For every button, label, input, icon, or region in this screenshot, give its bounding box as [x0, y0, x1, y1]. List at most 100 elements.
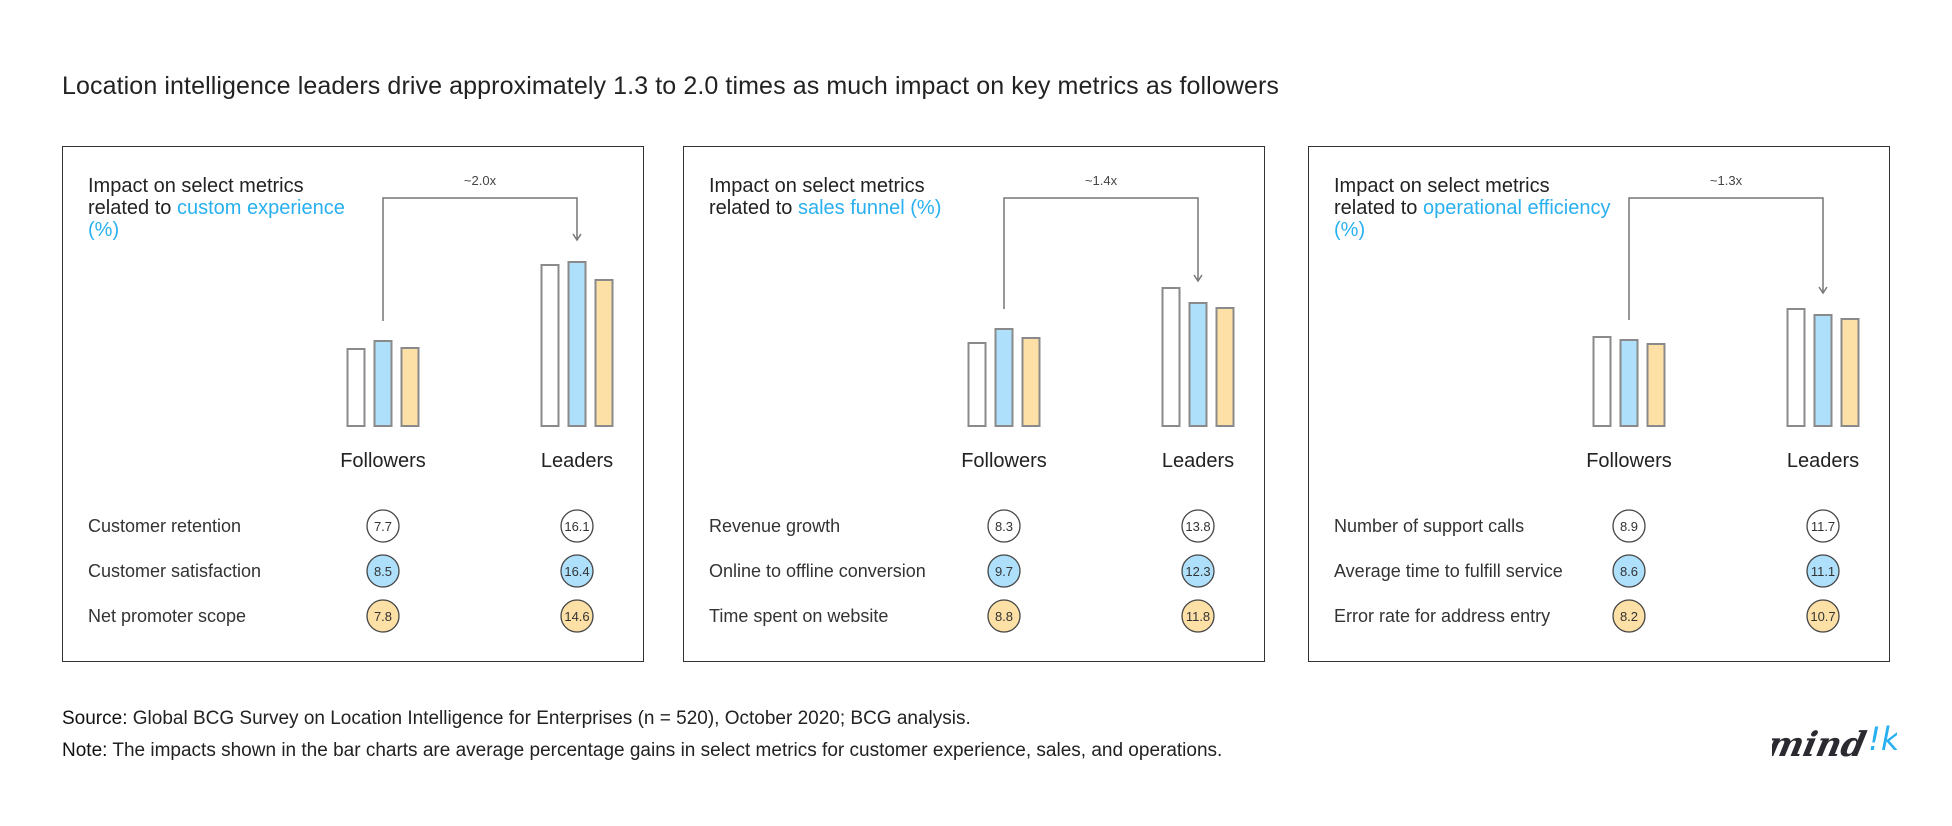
page-title: Location intelligence leaders drive appr… — [62, 72, 1280, 100]
bar-leaders-2 — [1215, 307, 1235, 427]
multiplier-label: ~1.3x — [1710, 173, 1743, 188]
panel-title-prefix: Impact on select metrics related to — [709, 175, 925, 219]
value-circle — [1806, 599, 1840, 633]
data-label: 9.7 — [995, 564, 1013, 579]
value-circle — [560, 554, 594, 588]
data-label: 7.7 — [374, 519, 392, 534]
panel-title: Impact on select metrics related to sale… — [709, 175, 989, 219]
metric-label: Number of support calls — [1334, 516, 1524, 536]
data-label: 14.6 — [564, 609, 589, 624]
note-line: Note: The impacts shown in the bar chart… — [62, 740, 1222, 762]
value-circle — [366, 599, 400, 633]
chart-panel: Impact on select metrics related to cust… — [62, 146, 644, 662]
arrow-down-icon — [1193, 274, 1203, 283]
data-label: 8.2 — [1620, 609, 1638, 624]
value-circle — [1181, 599, 1215, 633]
bar-leaders-1 — [1813, 314, 1833, 427]
metric-label: Time spent on website — [709, 606, 888, 626]
data-label: 10.7 — [1810, 609, 1835, 624]
value-circle — [366, 554, 400, 588]
multiplier-label: ~1.4x — [1085, 173, 1118, 188]
value-circle — [987, 509, 1021, 543]
metric-label: Revenue growth — [709, 516, 840, 536]
comparison-bracket — [1003, 197, 1199, 309]
chart-panel: Impact on select metrics related to sale… — [683, 146, 1265, 662]
value-circle — [1806, 509, 1840, 543]
data-label: 16.4 — [564, 564, 589, 579]
note-label: Note: — [62, 740, 108, 761]
bar-followers-1 — [1619, 339, 1639, 427]
data-label: 11.8 — [1186, 609, 1210, 624]
bar-followers-1 — [373, 340, 393, 427]
category-label: Leaders — [541, 450, 613, 472]
svg-text:!k: !k — [1868, 720, 1897, 758]
source-text: Global BCG Survey on Location Intelligen… — [127, 708, 971, 729]
bar-leaders-2 — [1840, 318, 1860, 427]
bar-followers-2 — [1646, 343, 1666, 427]
data-label: 7.8 — [374, 609, 392, 624]
metric-label: Online to offline conversion — [709, 561, 926, 581]
arrow-down-icon — [572, 233, 582, 242]
data-label: 8.8 — [995, 609, 1013, 624]
panel-title-highlight: sales funnel (%) — [797, 197, 942, 219]
value-circle — [366, 509, 400, 543]
category-label: Followers — [340, 450, 426, 472]
bar-chart: Followers 8.3 9.7 8.8 Leaders 13.8 12.3 11.8 Rev… — [709, 173, 1235, 633]
value-circle — [987, 599, 1021, 633]
value-circle — [560, 599, 594, 633]
bar-followers-1 — [994, 328, 1014, 427]
panel-title-highlight: custom experience (%) — [88, 197, 345, 241]
value-circle — [1612, 509, 1646, 543]
value-circle — [987, 554, 1021, 588]
value-circle — [1181, 509, 1215, 543]
bar-leaders-0 — [1161, 287, 1181, 427]
data-label: 8.9 — [1620, 519, 1638, 534]
bar-followers-2 — [400, 347, 420, 427]
panel-title-highlight: operational efficiency (%) — [1334, 197, 1611, 241]
data-label: 16.1 — [564, 519, 589, 534]
metric-label: Net promoter scope — [88, 606, 246, 626]
data-label: 8.3 — [995, 519, 1013, 534]
data-label: 11.1 — [1811, 564, 1835, 579]
note-text: The impacts shown in the bar charts are … — [107, 740, 1223, 761]
value-circle — [1612, 599, 1646, 633]
category-label: Leaders — [1162, 450, 1234, 472]
source-label: Source: — [62, 708, 128, 729]
bar-followers-0 — [1592, 336, 1612, 427]
chart-panel: Impact on select metrics related to oper… — [1308, 146, 1890, 662]
arrow-down-icon — [1818, 286, 1828, 295]
source-line: Source: Global BCG Survey on Location In… — [62, 708, 971, 730]
bar-leaders-1 — [1188, 302, 1208, 427]
bar-leaders-0 — [1786, 308, 1806, 427]
value-circle — [1612, 554, 1646, 588]
value-circle — [1181, 554, 1215, 588]
svg-text:mind: mind — [1772, 725, 1869, 765]
bar-chart: Followers 7.7 8.5 7.8 Leaders 16.1 16.4 14.6 Cus… — [88, 173, 614, 633]
data-label: 12.3 — [1185, 564, 1210, 579]
value-circle — [560, 509, 594, 543]
metric-label: Customer satisfaction — [88, 561, 261, 581]
multiplier-label: ~2.0x — [464, 173, 497, 188]
mindk-logo: mind !k — [1772, 720, 1897, 765]
panel-title-prefix: Impact on select metrics related to — [88, 175, 304, 219]
data-label: 13.8 — [1185, 519, 1210, 534]
bar-leaders-1 — [567, 261, 587, 427]
category-label: Followers — [1586, 450, 1672, 472]
bar-followers-0 — [346, 348, 366, 427]
data-label: 8.5 — [374, 564, 392, 579]
value-circle — [1806, 554, 1840, 588]
data-label: 8.6 — [1620, 564, 1638, 579]
panel-title-prefix: Impact on select metrics related to — [1334, 175, 1550, 219]
bar-leaders-2 — [594, 279, 614, 427]
panel-title: Impact on select metrics related to oper… — [1334, 175, 1614, 241]
category-label: Followers — [961, 450, 1047, 472]
data-label: 11.7 — [1811, 519, 1835, 534]
metric-label: Error rate for address entry — [1334, 606, 1550, 626]
category-label: Leaders — [1787, 450, 1859, 472]
comparison-bracket — [382, 197, 578, 321]
metric-label: Average time to fulfill service — [1334, 561, 1563, 581]
bar-chart: Followers 8.9 8.6 8.2 Leaders 11.7 11.1 10.7 Num… — [1334, 173, 1860, 633]
metric-label: Customer retention — [88, 516, 241, 536]
bar-followers-2 — [1021, 337, 1041, 427]
panel-title: Impact on select metrics related to cust… — [88, 175, 368, 241]
